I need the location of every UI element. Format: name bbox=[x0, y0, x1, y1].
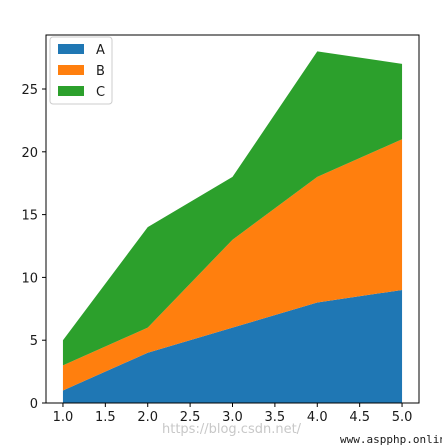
y-tick-label: 15 bbox=[21, 209, 38, 224]
y-tick-label: 10 bbox=[21, 271, 38, 286]
watermark-text: https://blog.csdn.net/ bbox=[162, 422, 302, 437]
y-axis: 0 5 10 15 20 25 bbox=[21, 83, 46, 412]
x-tick-label: 2.0 bbox=[137, 410, 158, 425]
x-tick-label: 1.0 bbox=[53, 410, 74, 425]
x-tick-label: 1.5 bbox=[95, 410, 116, 425]
x-tick-label: 5.0 bbox=[392, 410, 413, 425]
x-tick-label: 2.5 bbox=[180, 410, 201, 425]
site-mark-text: www.aspphp.online bbox=[340, 433, 442, 446]
legend-swatch-c bbox=[58, 86, 84, 96]
y-tick-label: 5 bbox=[30, 334, 38, 349]
x-tick-label: 3.5 bbox=[265, 410, 286, 425]
x-tick-label: 4.0 bbox=[307, 410, 328, 425]
y-tick-label: 0 bbox=[30, 397, 38, 412]
legend-swatch-b bbox=[58, 65, 84, 75]
area-layers bbox=[62, 51, 403, 403]
x-tick-label: 3.0 bbox=[222, 410, 243, 425]
y-tick-label: 20 bbox=[21, 146, 38, 161]
legend-label-a: A bbox=[96, 43, 105, 58]
legend-label-c: C bbox=[96, 85, 105, 100]
x-axis: 1.0 1.5 2.0 2.5 3.0 3.5 4.0 4.5 5.0 bbox=[53, 403, 413, 425]
area-series-b bbox=[62, 139, 403, 391]
legend-label-b: B bbox=[96, 64, 105, 79]
legend-swatch-a bbox=[58, 44, 84, 54]
legend: ABC bbox=[49, 36, 113, 105]
y-tick-label: 25 bbox=[21, 83, 38, 98]
area-series-c bbox=[62, 51, 403, 366]
x-tick-label: 4.5 bbox=[349, 410, 370, 425]
area-series-a bbox=[62, 289, 403, 403]
